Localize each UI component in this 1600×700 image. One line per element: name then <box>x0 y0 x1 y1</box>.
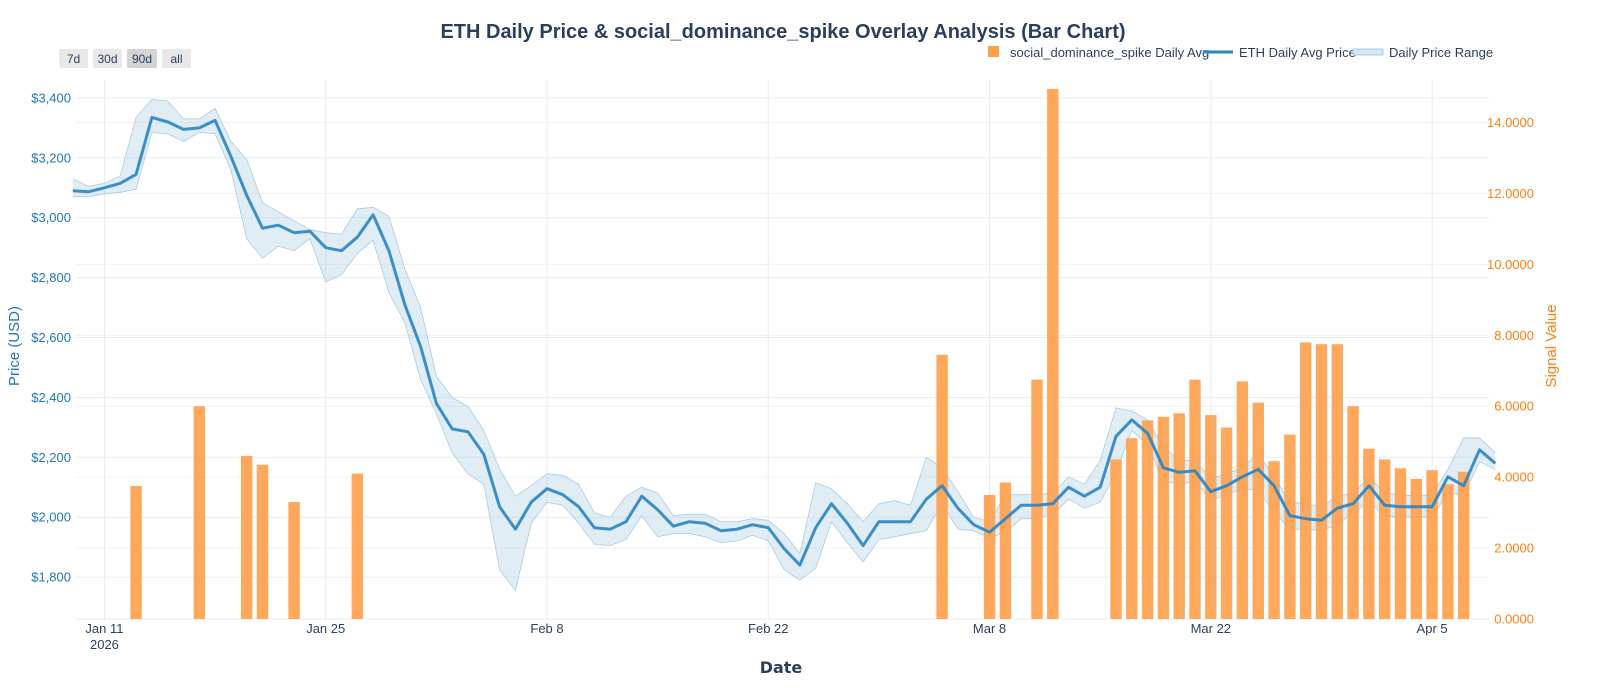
y-right-tick-3: 6.0000 <box>1494 399 1534 414</box>
x-tick-year: 2026 <box>90 637 119 652</box>
y-left-tick-8: $3,400 <box>31 90 71 105</box>
y-axis-right-title: Signal Value <box>1543 304 1560 387</box>
signal-bar-25[interactable] <box>1331 344 1343 619</box>
legend-swatch-signal <box>988 46 999 57</box>
signal-bar-1[interactable] <box>193 406 205 619</box>
signal-bar-27[interactable] <box>1363 448 1375 619</box>
price-range-low <box>72 131 1496 592</box>
y-axis-left-title: Price (USD) <box>6 306 23 386</box>
y-axis-right-ticks: 0.0000 2.0000 4.0000 6.0000 8.0000 10.0000 12.… <box>1487 115 1534 626</box>
legend-item-range[interactable]: Daily Price Range <box>1352 45 1493 60</box>
signal-bar-22[interactable] <box>1284 434 1296 619</box>
signal-bar-4[interactable] <box>288 502 300 619</box>
signal-bar-5[interactable] <box>351 473 363 619</box>
y-left-tick-1: $2,000 <box>31 510 71 525</box>
signal-bar-0[interactable] <box>130 486 142 619</box>
y-left-tick-3: $2,400 <box>31 390 71 405</box>
signal-bar-24[interactable] <box>1315 344 1328 619</box>
y-left-tick-2: $2,200 <box>31 450 71 465</box>
signal-bar-32[interactable] <box>1442 484 1454 620</box>
gridlines <box>76 80 1489 620</box>
y-left-tick-7: $3,200 <box>31 150 71 165</box>
range-button-30d[interactable]: 30d <box>93 49 122 68</box>
signal-bars <box>130 88 1470 620</box>
legend-label-price: ETH Daily Avg Price <box>1239 45 1356 60</box>
signal-bar-28[interactable] <box>1379 459 1391 619</box>
x-tick-4: Mar 8 <box>973 621 1006 636</box>
signal-bar-7[interactable] <box>983 494 996 619</box>
x-tick-0: Jan 11 <box>85 621 123 636</box>
signal-bar-20[interactable] <box>1252 402 1264 619</box>
legend-label-range: Daily Price Range <box>1389 45 1493 60</box>
y-left-tick-5: $2,800 <box>31 270 71 285</box>
chart-title: ETH Daily Price & social_dominance_spike… <box>440 21 1125 43</box>
x-tick-2: Feb 8 <box>530 621 563 636</box>
signal-bar-33[interactable] <box>1458 471 1470 619</box>
legend-label-signal: social_dominance_spike Daily Avg <box>1010 45 1209 60</box>
y-right-tick-6: 12.0000 <box>1487 186 1534 201</box>
legend-swatch-range <box>1352 48 1384 56</box>
signal-bar-16[interactable] <box>1189 379 1201 619</box>
x-tick-1: Jan 25 <box>306 621 345 636</box>
y-right-tick-7: 14.0000 <box>1487 115 1534 130</box>
signal-bar-21[interactable] <box>1268 461 1280 619</box>
y-axis-left-ticks: $1,800 $2,000 $2,200 $2,400 $2,600 $2,800 $3,0… <box>31 90 71 584</box>
legend-item-signal[interactable]: social_dominance_spike Daily Avg <box>988 45 1209 60</box>
y-right-tick-5: 10.0000 <box>1487 257 1534 272</box>
signal-bar-8[interactable] <box>999 482 1012 620</box>
y-left-tick-0: $1,800 <box>31 570 71 585</box>
price-range-high <box>72 99 1496 554</box>
signal-bar-13[interactable] <box>1141 420 1154 619</box>
range-button-90d[interactable]: 90d <box>127 49 157 68</box>
price-line[interactable] <box>72 115 1497 567</box>
signal-bar-31[interactable] <box>1426 470 1438 619</box>
price-line-layer <box>72 115 1497 567</box>
signal-bar-26[interactable] <box>1347 406 1359 619</box>
signal-bar-10[interactable] <box>1047 88 1059 619</box>
y-right-tick-0: 0.0000 <box>1494 612 1534 627</box>
signal-bar-3[interactable] <box>256 464 269 619</box>
y-right-tick-2: 4.0000 <box>1494 470 1534 485</box>
x-axis-title: Date <box>760 658 803 677</box>
signal-bar-9[interactable] <box>1031 379 1043 619</box>
y-left-tick-4: $2,600 <box>31 330 71 345</box>
signal-bar-15[interactable] <box>1173 413 1185 619</box>
x-tick-3: Feb 22 <box>748 621 788 636</box>
x-tick-6: Apr 5 <box>1417 621 1448 636</box>
signal-bar-18[interactable] <box>1220 427 1233 620</box>
y-right-tick-1: 2.0000 <box>1494 541 1534 556</box>
x-tick-5: Mar 22 <box>1191 621 1231 636</box>
signal-bar-17[interactable] <box>1205 415 1217 619</box>
y-right-tick-4: 8.0000 <box>1494 328 1534 343</box>
range-button-all[interactable]: all <box>162 49 191 68</box>
signal-bar-23[interactable] <box>1300 342 1312 619</box>
y-left-tick-6: $3,000 <box>31 210 71 225</box>
signal-bar-12[interactable] <box>1126 438 1138 619</box>
legend: social_dominance_spike Daily Avg ETH Dai… <box>988 45 1493 60</box>
range-button-7d[interactable]: 7d <box>59 49 88 68</box>
signal-bar-19[interactable] <box>1236 381 1249 619</box>
signal-bar-14[interactable] <box>1157 416 1170 619</box>
signal-bar-30[interactable] <box>1410 478 1422 619</box>
signal-bar-2[interactable] <box>241 455 253 619</box>
signal-bar-29[interactable] <box>1394 468 1407 619</box>
signal-bar-11[interactable] <box>1110 459 1122 619</box>
legend-item-price[interactable]: ETH Daily Avg Price <box>1203 45 1356 60</box>
